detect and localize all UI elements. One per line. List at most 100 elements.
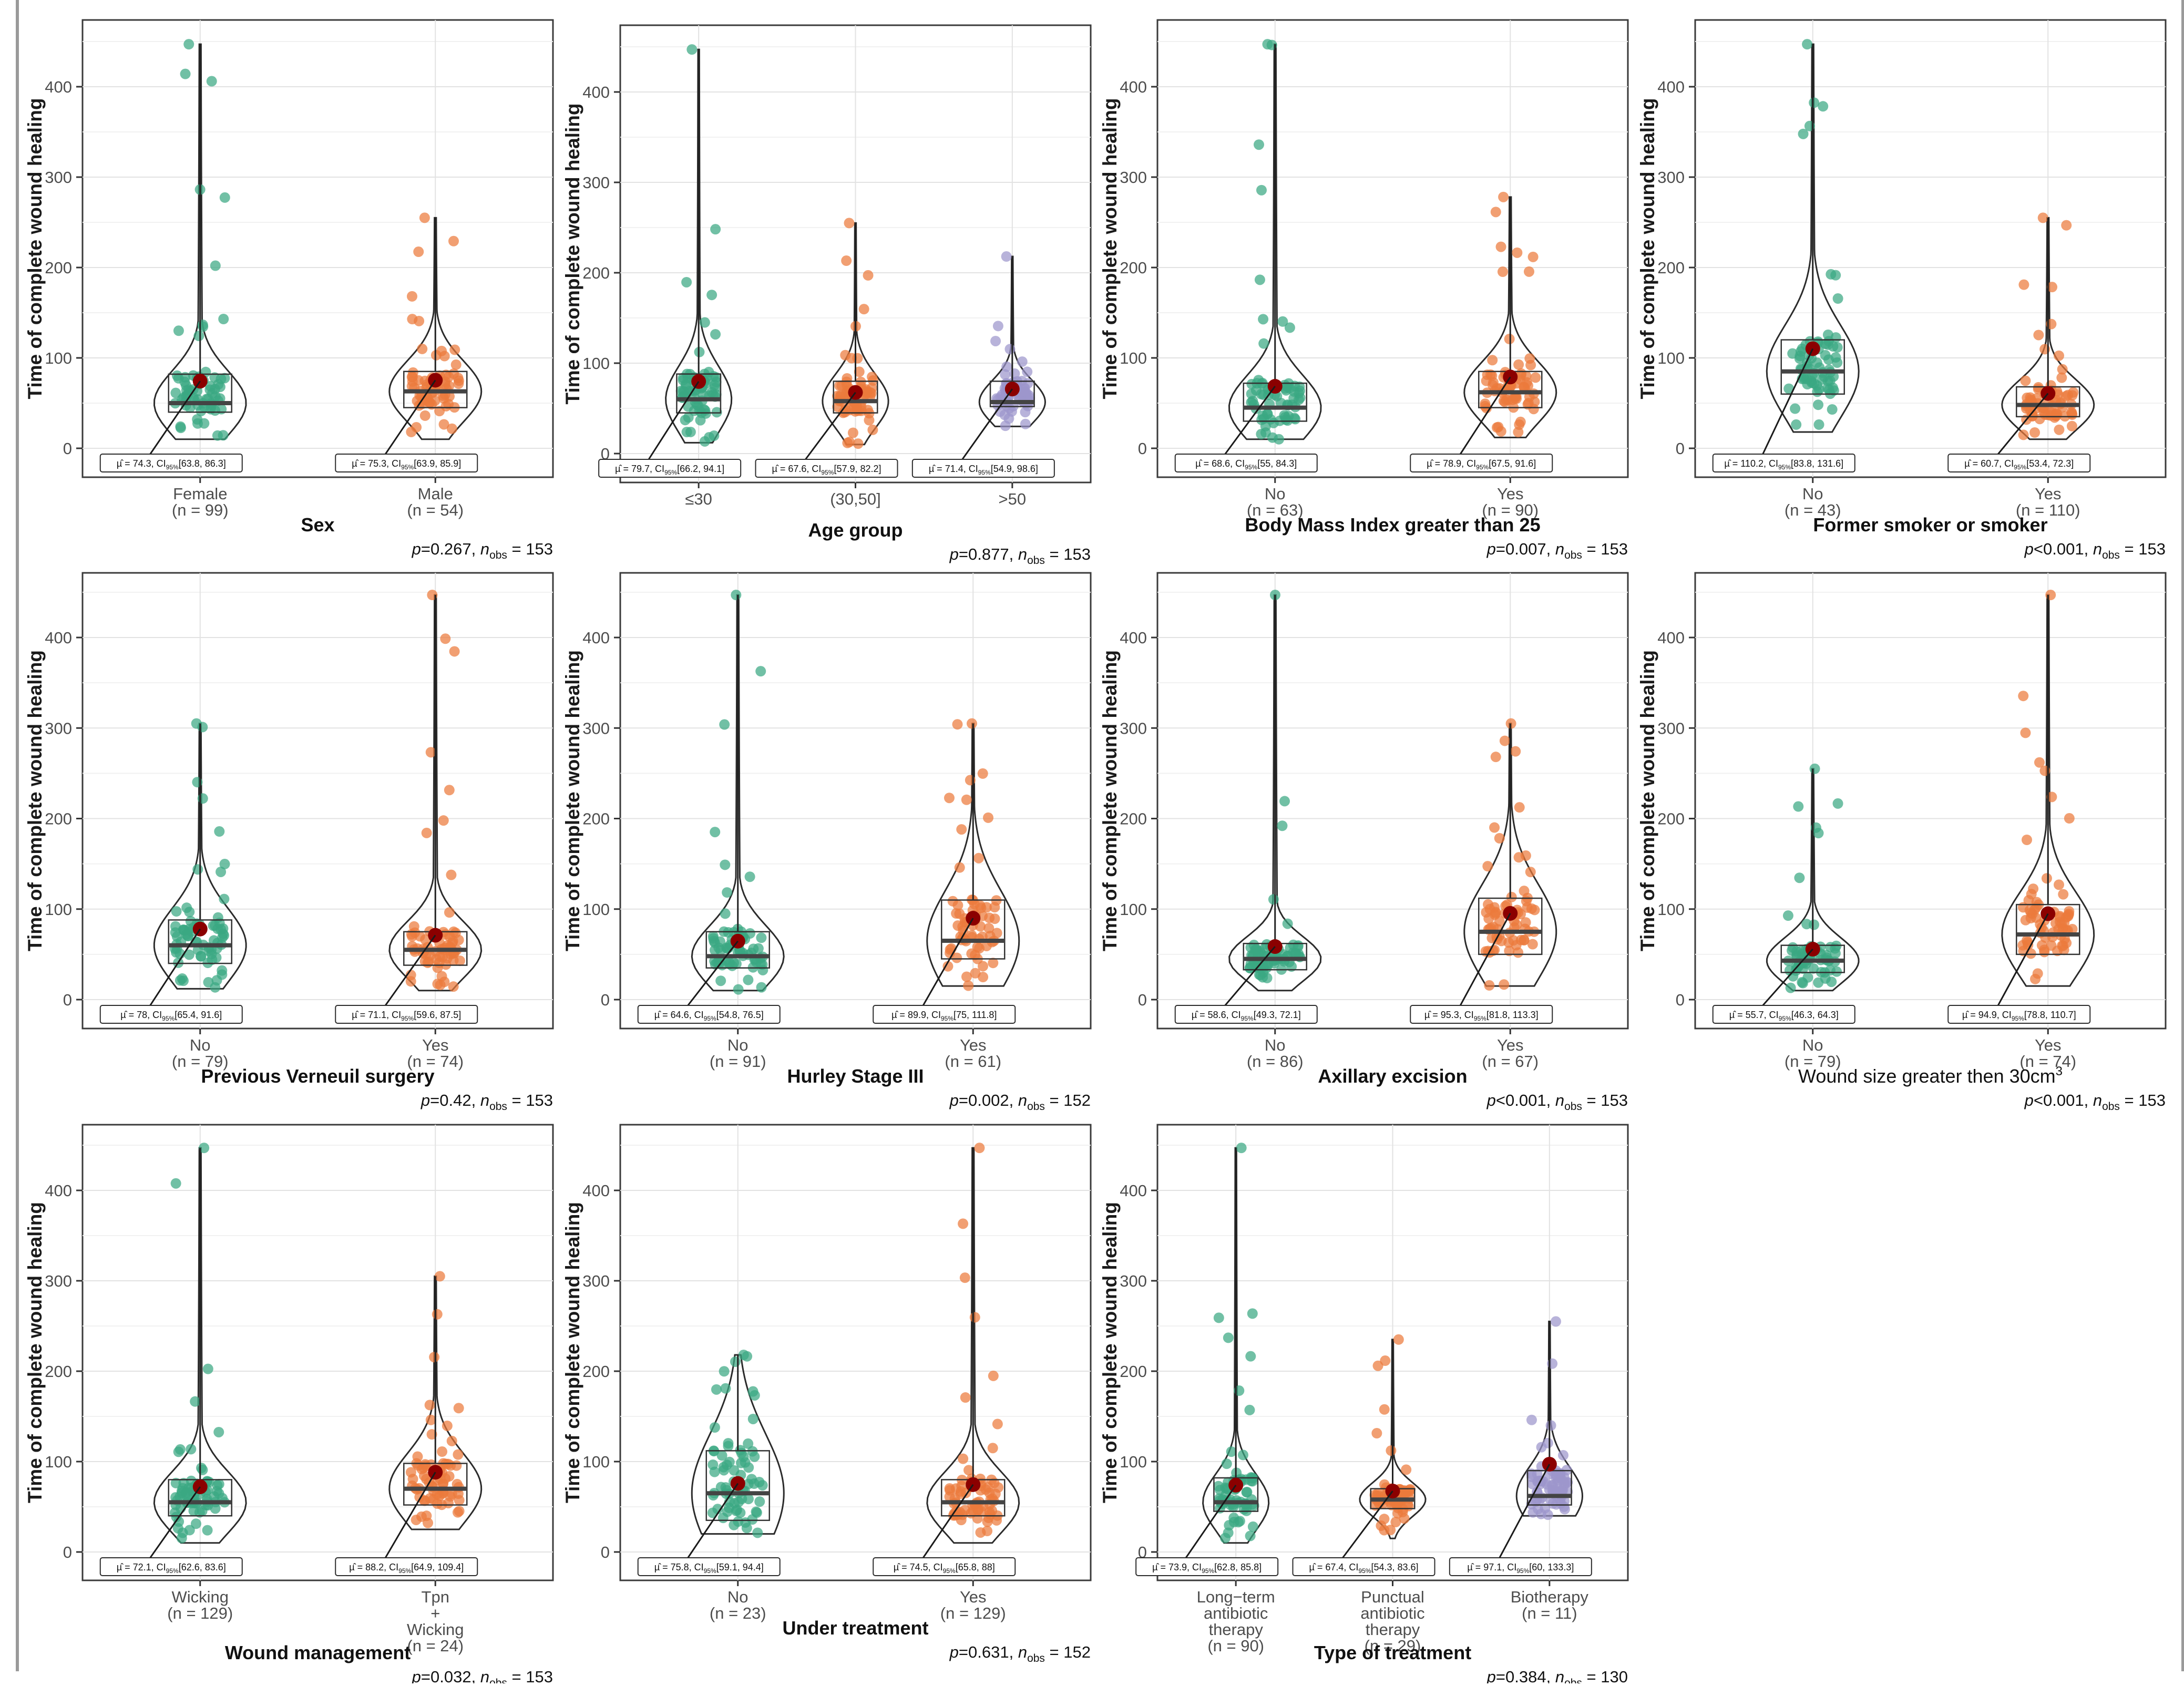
box — [1780, 339, 1845, 395]
data-point — [1791, 419, 1802, 430]
data-point — [1813, 399, 1824, 410]
label-leader — [1224, 386, 1276, 455]
y-tick-label: 300 — [582, 1272, 610, 1290]
y-tick-label: 200 — [1120, 259, 1147, 277]
data-point — [439, 976, 450, 988]
data-point — [1279, 796, 1290, 807]
data-point — [1494, 832, 1505, 844]
data-point — [1256, 184, 1267, 196]
data-point — [184, 907, 195, 918]
data-point — [742, 1351, 753, 1362]
data-point — [442, 1420, 453, 1431]
ci-label-box — [1174, 454, 1318, 472]
data-point — [196, 951, 207, 962]
group-n-label: (n = 129) — [940, 1604, 1006, 1622]
data-point — [2020, 375, 2031, 386]
group-1: µ̂ = 78, CI95%[65.4, 91.6] No(n = 79) — [99, 718, 247, 1071]
data-point — [963, 980, 974, 991]
data-point — [954, 908, 965, 919]
data-point — [1523, 266, 1534, 277]
y-tick-label: 0 — [63, 1543, 72, 1561]
data-point — [731, 590, 742, 601]
data-point — [453, 373, 464, 384]
data-point — [2064, 813, 2075, 824]
x-axis-title: Sex — [301, 514, 334, 536]
ci-label: µ̂ = 72.1, CI95%[62.6, 83.6] — [117, 1562, 226, 1575]
data-point — [192, 777, 203, 788]
box — [1478, 897, 1543, 955]
data-point — [847, 427, 858, 438]
data-point — [708, 931, 719, 942]
x-tick-label: No — [727, 1588, 748, 1606]
x-axis-title: Previous Verneuil surgery — [201, 1065, 434, 1087]
ci-label: µ̂ = 110.2, CI95%[83.8, 131.6] — [1724, 458, 1843, 471]
box — [941, 899, 1006, 960]
label-leader — [1997, 913, 2049, 1006]
data-point — [2031, 897, 2042, 908]
data-point — [1498, 395, 1509, 406]
data-point — [974, 1143, 985, 1154]
y-tick-label: 0 — [601, 991, 610, 1009]
data-point — [1513, 359, 1524, 370]
x-tick-label: Long−term — [1197, 1588, 1275, 1606]
x-tick-label: Male — [418, 485, 453, 503]
data-point — [1831, 966, 1842, 977]
panel-8: 0 100 200 300 400 Time of complete wound heal… — [1637, 572, 2167, 1113]
stat-subtitle: p=0.877, nobs = 153 — [949, 545, 1091, 567]
data-point — [2025, 394, 2036, 405]
stat-subtitle: p=0.002, nobs = 152 — [949, 1091, 1091, 1113]
ci-label-box — [1174, 1005, 1318, 1024]
data-point — [1830, 270, 1841, 281]
y-axis-label: Time of complete wound healing — [562, 1202, 583, 1503]
y-tick-label: 100 — [1120, 349, 1147, 367]
data-point — [1390, 1517, 1401, 1528]
data-point — [1490, 207, 1501, 218]
data-point — [958, 1453, 969, 1464]
y-tick-label: 0 — [1138, 1543, 1147, 1561]
data-point — [197, 722, 208, 733]
x-tick-label: Yes — [2035, 485, 2062, 503]
group-1: µ̂ = 68.6, CI95%[55, 84.3] No(n = 63) — [1174, 39, 1322, 519]
data-point — [1226, 1446, 1237, 1457]
box — [833, 381, 878, 414]
y-tick-label: 100 — [45, 900, 72, 919]
y-axis-label: Time of complete wound healing — [562, 104, 583, 405]
data-point — [984, 912, 995, 923]
data-point — [446, 1435, 457, 1446]
group-n-label: (n = 63) — [1247, 501, 1304, 519]
x-axis-title: Axillary excision — [1318, 1065, 1467, 1087]
data-point — [960, 1392, 971, 1403]
data-point — [1277, 316, 1288, 327]
data-point — [944, 793, 955, 804]
data-point — [1253, 139, 1264, 150]
data-point — [755, 666, 766, 677]
data-point — [444, 907, 455, 918]
data-point — [955, 1486, 966, 1497]
ci-label-box — [1712, 454, 1855, 472]
data-point — [449, 344, 460, 355]
group-n-label: (n = 24) — [407, 1637, 464, 1655]
data-point — [414, 315, 425, 326]
data-point — [194, 1507, 205, 1518]
data-point — [1790, 403, 1801, 414]
data-point — [2039, 944, 2050, 955]
label-leader — [1185, 1485, 1237, 1558]
x-tick-label: No — [727, 1036, 748, 1054]
x-tick-label: Yes — [2035, 1036, 2062, 1054]
data-point — [1826, 976, 1837, 988]
data-point — [2063, 911, 2074, 922]
x-tick-label: Wicking — [171, 1588, 229, 1606]
ci-label-box — [99, 1005, 243, 1024]
ci-label-box — [1947, 1005, 2091, 1024]
ci-label: µ̂ = 71.1, CI95%[59.6, 87.5] — [352, 1010, 461, 1022]
y-axis-label: Time of complete wound healing — [562, 650, 583, 951]
y-tick-label: 200 — [1657, 259, 1685, 277]
data-point — [1798, 128, 1809, 139]
group-n-label: (n = 110) — [2016, 501, 2080, 519]
data-point — [1237, 1449, 1248, 1461]
data-point — [699, 317, 710, 328]
data-point — [1512, 247, 1523, 258]
group-n-label: (n = 29) — [1365, 1637, 1421, 1655]
panel-7: 0 100 200 300 400 Time of complete wound heal… — [1099, 572, 1629, 1113]
x-tick-label: No — [1265, 1036, 1286, 1054]
